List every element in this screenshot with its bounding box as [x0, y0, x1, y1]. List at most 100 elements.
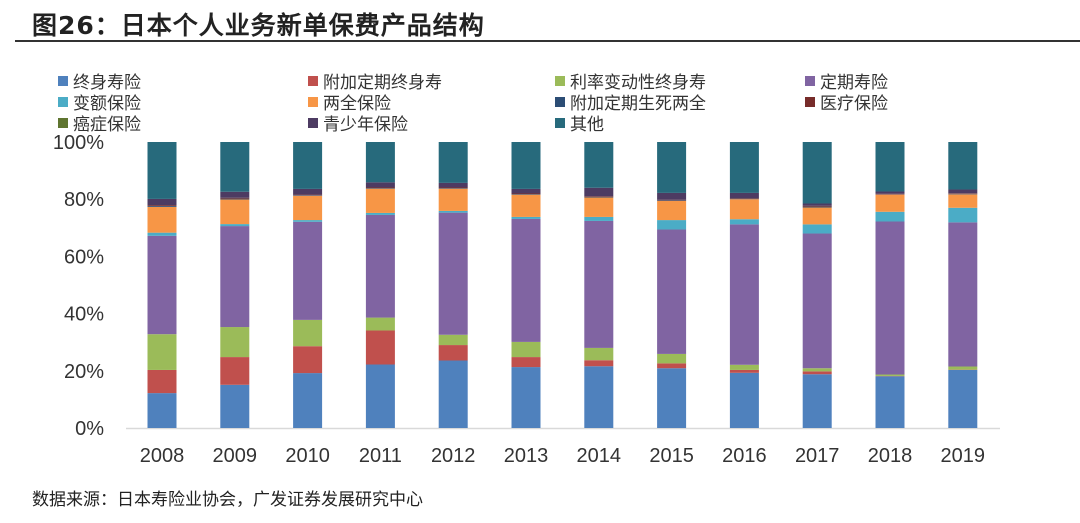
bar-segment	[729, 364, 759, 370]
legend-label: 癌症保险	[73, 115, 141, 135]
legend-swatch	[555, 96, 565, 107]
bar-segment	[729, 224, 759, 365]
bar-segment	[220, 142, 250, 192]
title-divider	[15, 40, 1080, 42]
bar-segment	[511, 218, 541, 342]
legend-label: 利率变动性终身寿	[570, 73, 706, 93]
bar-segment	[147, 142, 177, 199]
legend-item: 变额保险	[58, 89, 141, 114]
legend-label: 青少年保险	[323, 115, 408, 135]
bar-segment	[584, 366, 614, 428]
x-tick-label: 2017	[795, 445, 840, 467]
bar-segment	[948, 222, 978, 367]
bar-segment	[657, 142, 687, 193]
bar-segment	[147, 334, 177, 370]
x-tick-label: 2008	[140, 445, 185, 467]
x-tick-label: 2016	[722, 445, 767, 467]
bar-segment	[220, 384, 250, 428]
legend-item: 两全保险	[308, 89, 391, 114]
bar-segment	[584, 196, 614, 198]
y-tick-label: 40%	[64, 304, 104, 326]
bar-segment	[365, 188, 395, 213]
legend-item: 青少年保险	[308, 110, 408, 135]
legend-label: 附加定期终身寿	[323, 73, 442, 93]
legend-swatch	[805, 75, 815, 86]
y-tick-label: 60%	[64, 246, 104, 268]
x-tick-label: 2014	[577, 445, 622, 467]
bar-segment	[293, 220, 323, 222]
bar-segment	[293, 346, 323, 374]
legend-item: 其他	[555, 110, 604, 135]
bar-segment	[293, 319, 323, 347]
bar-segment	[147, 235, 177, 335]
bar-segment	[948, 369, 978, 428]
y-tick-label: 80%	[64, 189, 104, 211]
bar-segment	[729, 372, 759, 428]
bar-segment	[948, 142, 978, 190]
bar-segment	[584, 216, 614, 221]
bar-segment	[511, 367, 541, 428]
legend-item: 附加定期生死两全	[555, 89, 706, 114]
bar-segment	[584, 196, 614, 197]
legend-item: 附加定期终身寿	[308, 68, 442, 93]
bar-segment	[948, 189, 978, 194]
bar-segment	[147, 198, 177, 206]
bar-segment	[875, 142, 905, 192]
bar-segment	[220, 226, 250, 328]
bar-segment	[365, 330, 395, 365]
bar-segment	[220, 357, 250, 385]
legend-item: 医疗保险	[805, 89, 888, 114]
legend-label: 两全保险	[323, 94, 391, 114]
bar-segment	[657, 200, 687, 201]
legend-label: 变额保险	[73, 94, 141, 114]
bar-segment	[584, 347, 614, 361]
legend-swatch	[58, 117, 68, 128]
bar-segment	[802, 206, 832, 208]
y-tick-label: 20%	[64, 361, 104, 383]
legend-swatch	[308, 75, 318, 86]
x-tick-label: 2018	[868, 445, 913, 467]
bar-segment	[293, 188, 323, 195]
bar-segment	[511, 341, 541, 358]
legend-swatch	[308, 117, 318, 128]
x-tick-label: 2010	[285, 445, 330, 467]
bar-segment	[293, 373, 323, 428]
bar-segment	[438, 212, 468, 335]
legend-swatch	[308, 96, 318, 107]
source-note: 数据来源：日本寿险业协会，广发证券发展研究中心	[32, 490, 423, 510]
bar-segment	[657, 220, 687, 230]
bar-segment	[438, 188, 468, 189]
x-tick-label: 2015	[649, 445, 694, 467]
bar-segment	[875, 193, 905, 195]
bar-segment	[584, 360, 614, 367]
bar-segment	[729, 198, 759, 199]
y-tick-label: 0%	[75, 418, 104, 440]
bar-segment	[875, 374, 905, 376]
bar-segment	[948, 207, 978, 223]
bar-segment	[802, 205, 832, 207]
bar-segment	[657, 229, 687, 354]
bar-segment	[438, 334, 468, 346]
bar-segment	[220, 327, 250, 358]
bar-segment	[802, 203, 832, 206]
bar-segment	[511, 194, 541, 195]
legend-item: 终身寿险	[58, 68, 141, 93]
bar-segment	[875, 376, 905, 428]
bar-segment	[293, 194, 323, 196]
bar-segment	[948, 193, 978, 194]
bar-segment	[293, 142, 323, 189]
bar-segment	[948, 193, 978, 195]
bar-segment	[293, 195, 323, 196]
bar-segment	[584, 197, 614, 217]
bar-segment	[657, 363, 687, 369]
bar-segment	[657, 353, 687, 364]
bar-segment	[875, 211, 905, 222]
y-tick-label: 100%	[53, 132, 104, 154]
bar-segment	[657, 368, 687, 428]
bar-segment	[220, 197, 250, 199]
legend-label: 其他	[570, 115, 604, 135]
bar-segment	[584, 142, 614, 188]
figure-title: 图26：日本个人业务新单保费产品结构	[32, 11, 485, 40]
bar-segment	[729, 192, 759, 199]
